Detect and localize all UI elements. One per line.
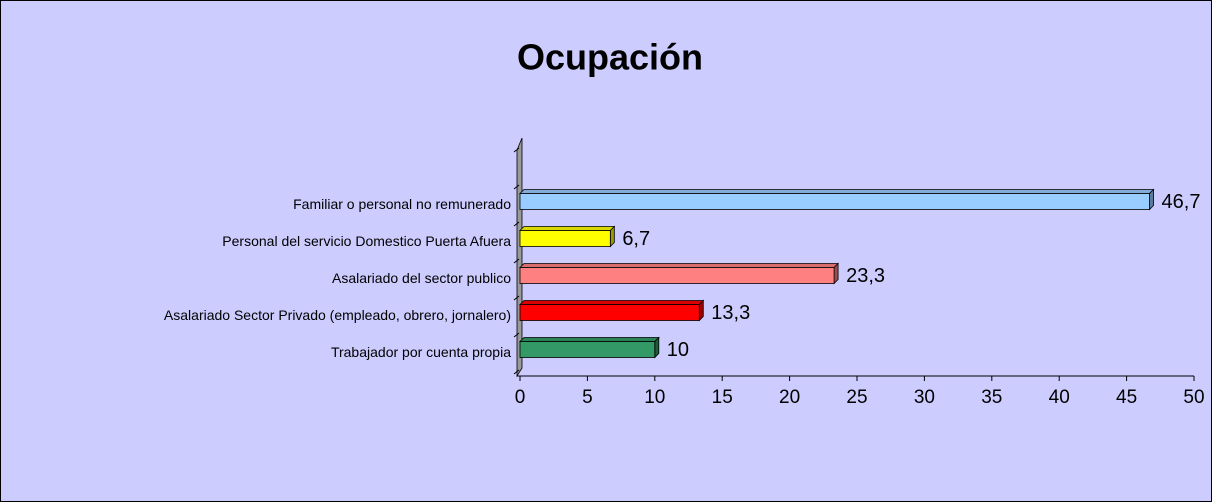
y-tick xyxy=(513,295,520,301)
bar xyxy=(519,230,611,247)
bar xyxy=(519,193,1150,210)
bar-top xyxy=(519,337,660,342)
value-label: 23,3 xyxy=(846,265,885,287)
value-label: 10 xyxy=(667,339,689,361)
bar-top xyxy=(519,226,616,231)
y-tick-label: Asalariado del sector publico xyxy=(332,270,511,286)
y-tick-label: Trabajador por cuenta propia xyxy=(331,344,511,360)
bar xyxy=(519,267,835,284)
x-tick-label: 50 xyxy=(1183,387,1204,408)
value-label: 13,3 xyxy=(711,302,750,324)
chart-title: Ocupación xyxy=(517,37,703,78)
x-tick-label: 40 xyxy=(1049,387,1070,408)
bar-side xyxy=(833,262,839,285)
y-tick xyxy=(513,332,520,338)
x-tick-label: 5 xyxy=(582,387,593,408)
x-tick-label: 35 xyxy=(981,387,1002,408)
y-tick-label: Familiar o personal no remunerado xyxy=(293,196,511,212)
bar xyxy=(519,304,700,321)
value-label: 6,7 xyxy=(622,228,650,250)
bar-side xyxy=(609,225,615,248)
y-tick xyxy=(513,258,520,264)
x-tick-label: 45 xyxy=(1116,387,1137,408)
bar-top xyxy=(519,189,1155,194)
x-tick-label: 10 xyxy=(644,387,665,408)
y-tick-label: Personal del servicio Domestico Puerta A… xyxy=(222,233,511,249)
bar-side xyxy=(698,299,704,322)
x-tick-label: 20 xyxy=(779,387,800,408)
bar-side xyxy=(654,336,660,359)
x-tick-label: 15 xyxy=(712,387,733,408)
value-label: 46,7 xyxy=(1162,191,1201,213)
y-tick-label: Asalariado Sector Privado (empleado, obr… xyxy=(164,307,511,323)
x-tick-label: 0 xyxy=(515,387,526,408)
x-tick-label: 25 xyxy=(846,387,867,408)
y-tick xyxy=(513,369,520,375)
y-tick xyxy=(513,147,520,153)
bar xyxy=(519,341,656,358)
x-tick-label: 30 xyxy=(914,387,935,408)
y-tick xyxy=(513,221,520,227)
bar-top xyxy=(519,263,840,268)
bar-top xyxy=(519,300,705,305)
y-tick xyxy=(513,184,520,190)
bar-side xyxy=(1149,188,1154,211)
